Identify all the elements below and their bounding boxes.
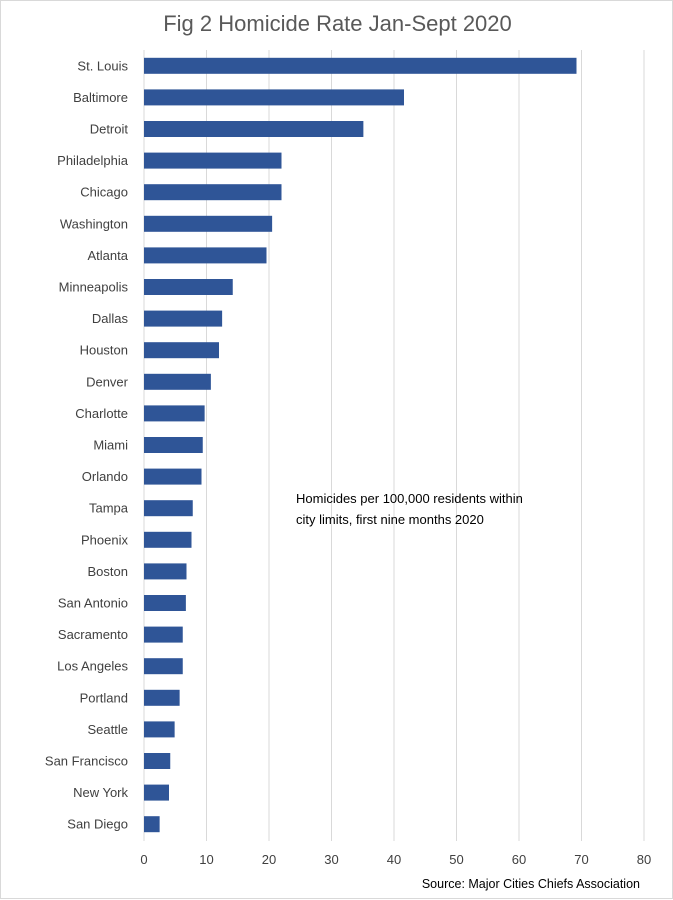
x-tick-label-30: 30	[324, 852, 338, 867]
bar-boston	[144, 563, 187, 580]
category-label-denver: Denver	[86, 374, 129, 389]
bar-orlando	[144, 468, 202, 485]
category-label-philadelphia: Philadelphia	[57, 153, 129, 168]
category-label-minneapolis: Minneapolis	[59, 280, 129, 295]
category-label-baltimore: Baltimore	[73, 90, 128, 105]
bar-new-york	[144, 784, 169, 801]
bar-san-francisco	[144, 753, 171, 769]
bar-portland	[144, 689, 180, 706]
bar-san-antonio	[144, 595, 186, 611]
category-label-sacramento: Sacramento	[58, 627, 128, 642]
x-tick-label-70: 70	[574, 852, 588, 867]
category-label-tampa: Tampa	[89, 501, 129, 516]
chart-title: Fig 2 Homicide Rate Jan-Sept 2020	[163, 11, 512, 36]
x-tick-label-0: 0	[140, 852, 147, 867]
category-labels: St. Louis Baltimore Detroit Philadelphia Chi…	[45, 58, 129, 831]
bar-phoenix	[144, 531, 192, 548]
bar-baltimore	[144, 89, 404, 106]
x-tick-label-20: 20	[262, 852, 276, 867]
x-tick-label-60: 60	[512, 852, 526, 867]
bar-miami	[144, 437, 203, 453]
x-axis-tick-labels: 0 10 20 30 40 50 60 70 80	[140, 852, 651, 867]
category-label-san-francisco: San Francisco	[45, 754, 128, 769]
bar-tampa	[144, 500, 193, 517]
category-label-charlotte: Charlotte	[75, 406, 128, 421]
x-tick-label-40: 40	[387, 852, 401, 867]
bar-los-angeles	[144, 658, 183, 675]
chart-annotation: Homicides per 100,000 residents within c…	[296, 491, 523, 527]
category-label-san-antonio: San Antonio	[58, 596, 128, 611]
gridlines	[143, 50, 645, 841]
category-label-seattle: Seattle	[88, 722, 128, 737]
bars	[144, 57, 577, 833]
bar-charlotte	[144, 405, 205, 422]
category-label-chicago: Chicago	[80, 185, 128, 200]
bar-washington	[144, 215, 273, 232]
category-label-boston: Boston	[88, 564, 128, 579]
category-label-atlanta: Atlanta	[88, 248, 129, 263]
bar-chicago	[144, 184, 282, 201]
x-tick-label-80: 80	[637, 852, 651, 867]
bar-minneapolis	[144, 279, 233, 295]
category-label-portland: Portland	[80, 690, 128, 705]
category-label-dallas: Dallas	[92, 311, 129, 326]
category-label-washington: Washington	[60, 216, 128, 231]
x-tick-label-10: 10	[199, 852, 213, 867]
bar-seattle	[144, 721, 175, 738]
bar-sacramento	[144, 626, 183, 643]
category-label-orlando: Orlando	[82, 469, 128, 484]
category-label-st-louis: St. Louis	[77, 58, 128, 73]
category-label-detroit: Detroit	[90, 122, 129, 137]
bar-st-louis	[144, 57, 577, 74]
bar-houston	[144, 342, 219, 359]
bar-philadelphia	[144, 152, 282, 169]
x-tick-label-50: 50	[449, 852, 463, 867]
category-label-miami: Miami	[93, 438, 128, 453]
category-label-phoenix: Phoenix	[81, 532, 128, 547]
category-label-los-angeles: Los Angeles	[57, 659, 128, 674]
category-label-houston: Houston	[80, 343, 128, 358]
category-label-new-york: New York	[73, 785, 128, 800]
bar-atlanta	[144, 247, 267, 264]
bar-denver	[144, 373, 211, 390]
category-label-san-diego: San Diego	[67, 817, 128, 832]
source-note: Source: Major Cities Chiefs Association	[421, 877, 640, 891]
bar-detroit	[144, 121, 364, 137]
bar-san-diego	[144, 816, 160, 833]
bar-dallas	[144, 310, 223, 327]
